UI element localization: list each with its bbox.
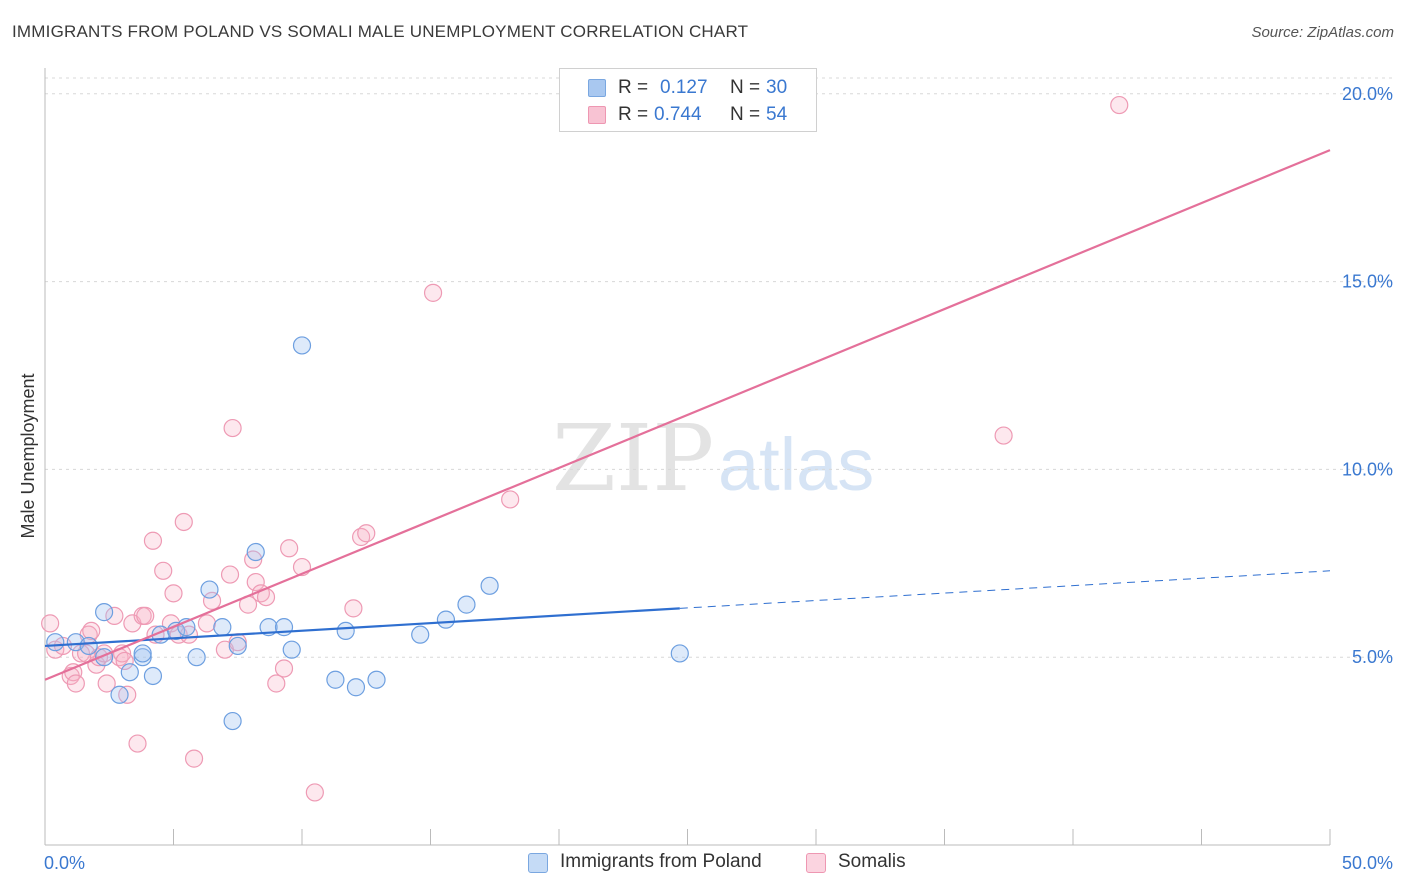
somali-point <box>105 606 124 625</box>
somalis-swatch <box>806 853 826 873</box>
poland-point <box>46 633 65 652</box>
poland-point <box>336 621 355 641</box>
poland-point <box>282 640 301 659</box>
poland-point <box>133 644 152 663</box>
poland-point <box>367 670 386 689</box>
watermark-atlas: atlas <box>718 423 874 506</box>
legend-label-poland: Immigrants from Poland <box>560 851 762 872</box>
poland-point <box>436 610 456 629</box>
poland-swatch <box>528 853 548 873</box>
poland-point <box>228 636 247 656</box>
x-tick-label: 50.0% <box>1342 853 1393 873</box>
poland-point <box>187 648 206 667</box>
somali-point <box>994 426 1013 445</box>
somalis-swatch <box>588 106 606 124</box>
y-tick-label: 20.0% <box>1342 84 1393 104</box>
somali-point <box>97 674 116 693</box>
somali-point <box>184 749 204 768</box>
poland-point <box>110 685 129 704</box>
poland-point <box>246 542 265 562</box>
watermark-zip: ZIP <box>552 405 714 512</box>
poland-point <box>143 666 163 686</box>
poland-point <box>79 636 98 656</box>
somali-point <box>154 561 173 580</box>
somali-point <box>41 614 60 633</box>
correlation-legend: R = 0.127 N = 30 R = 0.744 N = 54 <box>559 68 817 132</box>
somali-point <box>1110 95 1129 115</box>
somali-point <box>223 418 242 438</box>
y-axis-label: Male Unemployment <box>18 373 38 538</box>
somali-point <box>197 614 217 633</box>
r-label: R = <box>618 77 649 98</box>
somali-point <box>267 674 286 693</box>
somali-point <box>280 539 299 558</box>
somali-point <box>136 606 155 625</box>
somali-point <box>174 512 193 532</box>
somali-point <box>66 674 85 693</box>
somali-point <box>202 591 222 610</box>
poland-swatch <box>588 79 606 97</box>
y-tick-label: 5.0% <box>1352 647 1393 667</box>
poland-point <box>346 678 366 697</box>
poland-point <box>200 580 219 599</box>
poland-point <box>120 663 139 682</box>
chart-title: IMMIGRANTS FROM POLAND VS SOMALI MALE UN… <box>12 22 749 41</box>
somali-point <box>220 565 240 584</box>
poland-trendline-extension <box>679 570 1331 609</box>
somali-point <box>501 490 520 509</box>
somali-point <box>423 283 443 302</box>
x-tick-label: 0.0% <box>44 853 85 873</box>
somali-point <box>246 572 265 592</box>
n-label: N = <box>730 77 761 98</box>
somali-point <box>82 621 101 641</box>
r-label: R = <box>618 104 649 125</box>
somali-point <box>274 659 294 678</box>
n-value: 30 <box>766 77 788 98</box>
poland-point <box>213 618 232 637</box>
poland-point <box>670 644 689 663</box>
r-value: 0.744 <box>654 104 702 125</box>
y-tick-label: 10.0% <box>1342 459 1393 479</box>
poland-point <box>95 603 114 622</box>
n-value: 54 <box>766 104 788 125</box>
somali-point <box>128 734 147 753</box>
somali-point <box>357 524 376 543</box>
somali-point <box>118 685 137 704</box>
r-value: 0.127 <box>660 77 708 98</box>
somali-trendline <box>44 149 1331 681</box>
somali-point <box>305 783 324 802</box>
n-label: N = <box>730 104 761 125</box>
somali-point <box>164 584 183 603</box>
somali-point <box>344 599 363 618</box>
poland-point <box>292 336 312 355</box>
source-label: Source: ZipAtlas.com <box>1251 24 1394 41</box>
poland-point <box>480 576 499 595</box>
poland-trendline <box>44 607 680 648</box>
somali-point <box>143 531 163 550</box>
y-tick-label: 15.0% <box>1342 272 1393 292</box>
poland-point <box>326 670 345 689</box>
poland-point <box>457 595 476 614</box>
somali-point <box>115 651 134 671</box>
legend-label-somalis: Somalis <box>838 851 906 872</box>
poland-point <box>411 625 430 644</box>
poland-point <box>223 711 242 731</box>
somali-point <box>71 644 91 663</box>
